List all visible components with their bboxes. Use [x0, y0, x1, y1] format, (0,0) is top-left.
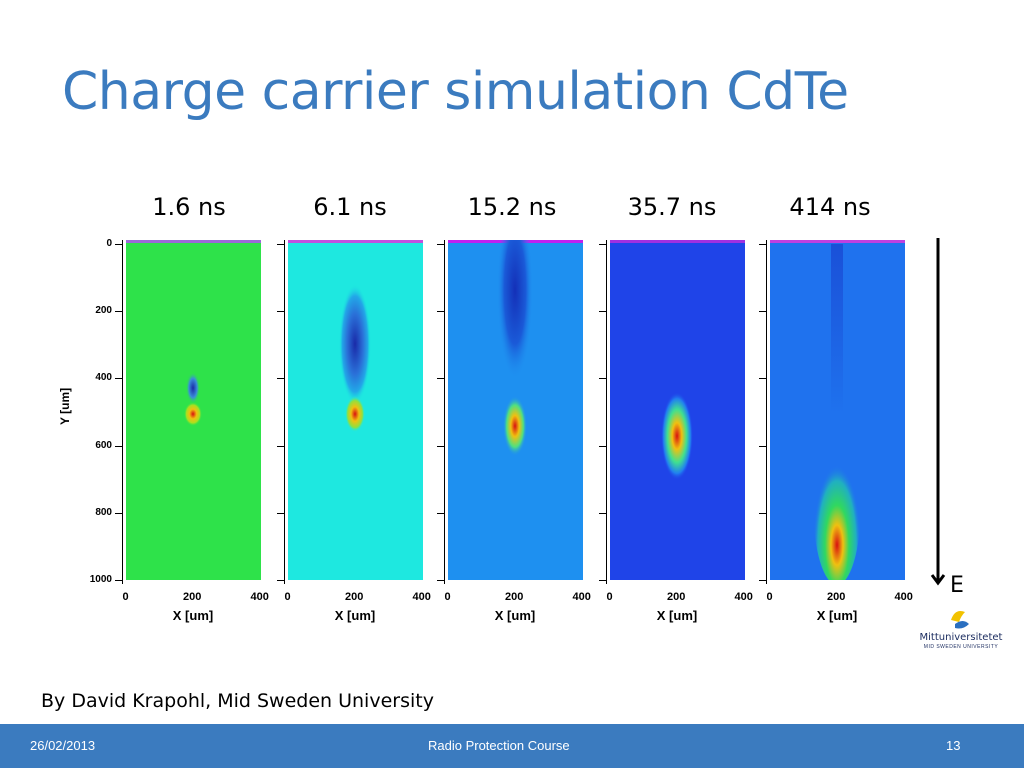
- time-label-3: 15.2 ns: [467, 193, 557, 221]
- simulation-panel-3: [448, 240, 583, 580]
- y-tick: [437, 311, 444, 313]
- charge-cloud-1: [184, 372, 202, 426]
- x-tick-label: 200: [183, 591, 202, 603]
- y-tick: [115, 311, 122, 313]
- x-tick-label: 0: [766, 591, 773, 603]
- y-tick-label: 0: [106, 238, 112, 249]
- panel-top-line: [770, 240, 905, 243]
- time-label-1: 1.6 ns: [152, 193, 226, 221]
- y-tick: [115, 445, 122, 447]
- x-tick-label: 200: [505, 591, 524, 603]
- charge-cloud-2: [339, 284, 371, 432]
- slide-title: Charge carrier simulation CdTe: [62, 62, 849, 122]
- y-axis-line: [766, 240, 767, 584]
- y-tick: [277, 445, 284, 447]
- x-axis-title: X [um]: [816, 608, 858, 623]
- simulation-panel-5: [770, 240, 905, 580]
- time-label-5: 414 ns: [789, 193, 871, 221]
- y-tick: [437, 580, 444, 581]
- y-tick: [759, 244, 766, 245]
- y-tick: [277, 378, 284, 380]
- y-tick-label: 400: [95, 372, 112, 384]
- charge-cloud-3: [497, 240, 533, 456]
- y-tick: [599, 311, 606, 313]
- y-axis-line: [606, 240, 607, 584]
- y-tick: [599, 378, 606, 380]
- y-tick: [115, 580, 122, 581]
- footer-bar: [0, 724, 1024, 768]
- x-tick-label: 0: [444, 591, 451, 603]
- footer-page-number: 13: [946, 738, 961, 753]
- panel-top-line: [288, 240, 423, 243]
- y-tick: [115, 512, 122, 514]
- footer-date: 26/02/2013: [30, 738, 96, 753]
- simulation-panel-4: [610, 240, 745, 580]
- y-tick: [437, 445, 444, 447]
- panel-top-line: [610, 240, 745, 243]
- y-axis-line: [444, 240, 445, 584]
- x-tick-label: 200: [667, 591, 686, 603]
- time-label-2: 6.1 ns: [313, 193, 387, 221]
- y-tick: [437, 244, 444, 245]
- y-tick: [277, 580, 284, 581]
- y-axis-line: [284, 240, 285, 584]
- y-tick: [599, 445, 606, 447]
- y-tick: [599, 512, 606, 514]
- x-axis-title: X [um]: [494, 608, 536, 623]
- y-tick: [759, 580, 766, 581]
- y-tick: [759, 512, 766, 514]
- x-tick-label: 400: [734, 591, 753, 603]
- y-tick-label: 800: [95, 506, 112, 518]
- x-tick-label: 0: [606, 591, 613, 603]
- time-label-4: 35.7 ns: [627, 193, 717, 221]
- y-tick: [599, 244, 606, 245]
- panel-top-line: [126, 240, 261, 243]
- footer-course: Radio Protection Course: [428, 738, 570, 753]
- logo-name: Mittuniversitetet: [919, 632, 1003, 643]
- x-axis-title: X [um]: [172, 608, 214, 623]
- x-tick-label: 200: [345, 591, 364, 603]
- electric-field-label: E: [950, 573, 964, 598]
- x-axis-title: X [um]: [656, 608, 698, 623]
- mittuniversitetet-logo-icon: [951, 611, 969, 629]
- y-tick: [437, 512, 444, 514]
- y-tick-label: 1000: [89, 574, 112, 585]
- x-axis-title: X [um]: [334, 608, 376, 623]
- y-tick: [115, 244, 122, 245]
- x-tick-label: 200: [827, 591, 846, 603]
- y-tick: [759, 378, 766, 380]
- y-tick: [437, 378, 444, 380]
- charge-cloud-4: [661, 392, 693, 480]
- y-axis-line: [122, 240, 123, 584]
- y-tick: [115, 378, 122, 380]
- y-tick: [759, 311, 766, 313]
- simulation-panel-1: [126, 240, 261, 580]
- y-tick-label: 200: [95, 305, 112, 317]
- y-tick: [277, 311, 284, 313]
- x-tick-label: 0: [122, 591, 129, 603]
- charge-cloud-5: [813, 244, 861, 580]
- y-axis-title: Y [um]: [58, 387, 72, 425]
- y-tick-label: 600: [95, 439, 112, 451]
- x-tick-label: 400: [572, 591, 591, 603]
- x-tick-label: 0: [284, 591, 291, 603]
- y-tick: [599, 580, 606, 581]
- y-tick: [277, 512, 284, 514]
- x-tick-label: 400: [250, 591, 269, 603]
- simulation-panel-2: [288, 240, 423, 580]
- electric-field-arrow-icon: [930, 238, 946, 586]
- x-tick-label: 400: [412, 591, 431, 603]
- y-tick: [277, 244, 284, 245]
- credit-text: By David Krapohl, Mid Sweden University: [41, 690, 434, 712]
- logo-subtitle: MID SWEDEN UNIVERSITY: [923, 644, 999, 650]
- x-tick-label: 400: [894, 591, 913, 603]
- y-tick: [759, 445, 766, 447]
